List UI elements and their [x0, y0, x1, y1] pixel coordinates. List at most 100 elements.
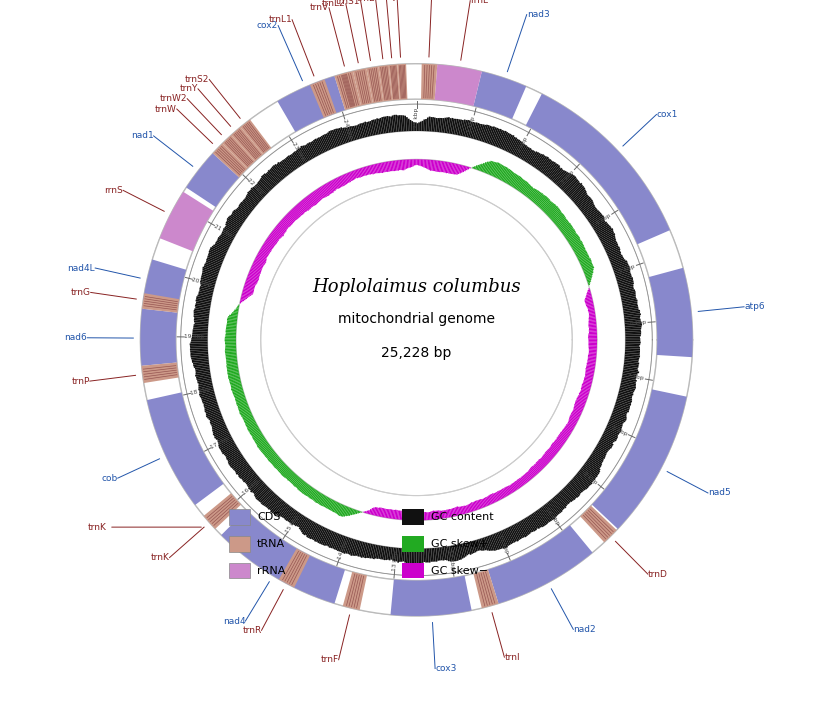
Polygon shape	[312, 191, 321, 202]
Polygon shape	[194, 308, 210, 312]
Polygon shape	[622, 374, 636, 378]
Polygon shape	[285, 471, 293, 479]
Polygon shape	[626, 345, 640, 347]
Polygon shape	[272, 166, 283, 180]
Polygon shape	[530, 467, 537, 475]
Polygon shape	[495, 533, 503, 549]
Polygon shape	[398, 160, 401, 170]
Polygon shape	[430, 160, 432, 171]
Polygon shape	[207, 253, 223, 261]
Polygon shape	[225, 447, 238, 457]
Polygon shape	[487, 496, 492, 504]
Polygon shape	[193, 314, 209, 317]
Polygon shape	[480, 499, 484, 508]
Polygon shape	[284, 508, 294, 520]
Polygon shape	[586, 209, 598, 218]
Polygon shape	[388, 509, 391, 518]
Polygon shape	[624, 317, 640, 320]
Bar	[229, 563, 250, 578]
Polygon shape	[571, 414, 579, 419]
Polygon shape	[556, 217, 566, 226]
Polygon shape	[432, 510, 435, 520]
Polygon shape	[592, 389, 686, 529]
Polygon shape	[554, 440, 562, 447]
Polygon shape	[560, 223, 571, 232]
Polygon shape	[352, 509, 356, 515]
Text: nad3: nad3	[526, 10, 550, 19]
Polygon shape	[232, 460, 247, 470]
Polygon shape	[478, 124, 485, 141]
Text: trnL2: trnL2	[322, 0, 346, 8]
Polygon shape	[254, 484, 267, 496]
Polygon shape	[303, 198, 312, 208]
Polygon shape	[347, 508, 352, 516]
Text: nad6: nad6	[64, 333, 87, 342]
Polygon shape	[548, 165, 561, 179]
Polygon shape	[536, 461, 544, 469]
Polygon shape	[222, 135, 255, 169]
Polygon shape	[225, 346, 236, 348]
Polygon shape	[267, 496, 280, 510]
Polygon shape	[446, 162, 449, 173]
Polygon shape	[505, 486, 511, 494]
Polygon shape	[595, 223, 608, 232]
Polygon shape	[462, 506, 466, 514]
Polygon shape	[287, 156, 297, 170]
Polygon shape	[388, 161, 392, 171]
Polygon shape	[335, 503, 341, 513]
Polygon shape	[229, 314, 237, 317]
Polygon shape	[511, 139, 521, 154]
Polygon shape	[571, 413, 580, 418]
Polygon shape	[535, 194, 544, 205]
Polygon shape	[312, 525, 322, 540]
Polygon shape	[389, 64, 400, 101]
Polygon shape	[247, 424, 257, 430]
Polygon shape	[592, 219, 605, 228]
Polygon shape	[227, 367, 238, 370]
Polygon shape	[295, 515, 303, 526]
Polygon shape	[261, 248, 270, 254]
Polygon shape	[570, 185, 585, 199]
Polygon shape	[297, 481, 305, 490]
Polygon shape	[562, 430, 571, 435]
Polygon shape	[585, 272, 593, 276]
Polygon shape	[586, 210, 599, 219]
Polygon shape	[588, 356, 596, 358]
Polygon shape	[226, 449, 239, 458]
Polygon shape	[241, 410, 251, 416]
Polygon shape	[598, 442, 611, 450]
Polygon shape	[260, 178, 272, 190]
Polygon shape	[649, 268, 692, 357]
Polygon shape	[242, 291, 252, 295]
Polygon shape	[436, 118, 439, 132]
Polygon shape	[561, 175, 575, 190]
Polygon shape	[250, 479, 262, 491]
Polygon shape	[202, 398, 217, 404]
Polygon shape	[571, 188, 586, 200]
Polygon shape	[462, 120, 467, 137]
Polygon shape	[486, 161, 492, 173]
Polygon shape	[191, 341, 207, 343]
Polygon shape	[513, 141, 521, 155]
Polygon shape	[623, 308, 639, 312]
Polygon shape	[589, 349, 596, 351]
Polygon shape	[191, 356, 208, 360]
Polygon shape	[539, 198, 549, 208]
Polygon shape	[239, 408, 250, 413]
Polygon shape	[237, 307, 239, 309]
Polygon shape	[333, 129, 342, 146]
Polygon shape	[564, 229, 575, 237]
Polygon shape	[456, 507, 459, 515]
Polygon shape	[287, 472, 295, 481]
Polygon shape	[613, 263, 629, 270]
Polygon shape	[385, 116, 389, 133]
Polygon shape	[279, 161, 290, 175]
Polygon shape	[242, 292, 252, 296]
Polygon shape	[270, 234, 279, 241]
Polygon shape	[622, 376, 636, 380]
Polygon shape	[362, 542, 367, 558]
Polygon shape	[227, 217, 242, 227]
Polygon shape	[534, 464, 541, 472]
Polygon shape	[578, 254, 589, 261]
Polygon shape	[372, 120, 377, 135]
